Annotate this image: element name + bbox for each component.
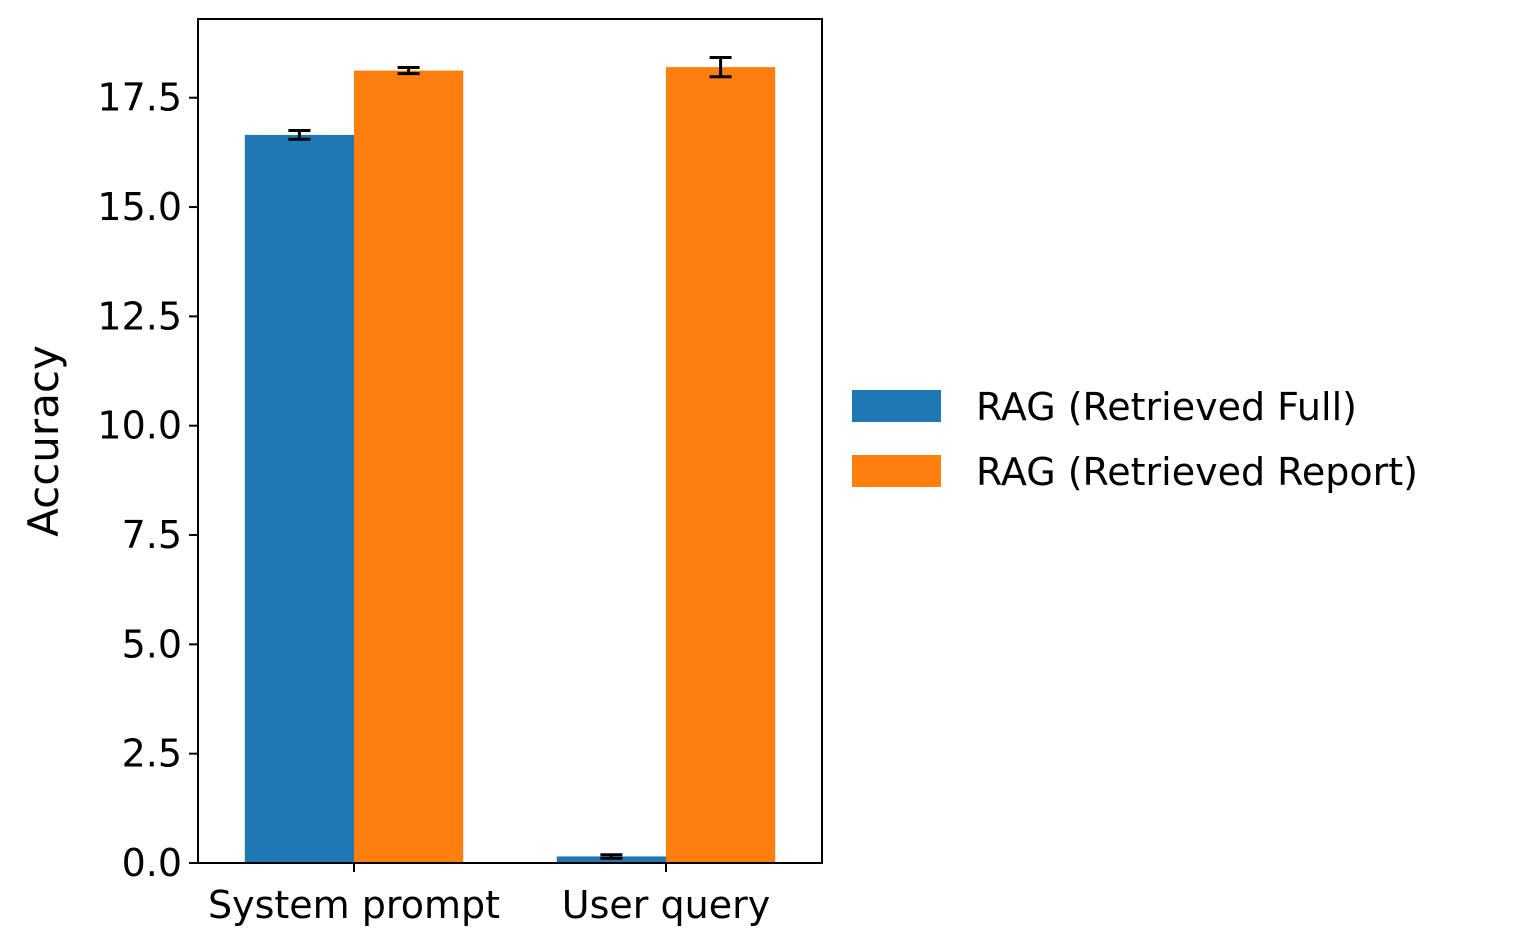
x-tick-label: User query [562,883,770,927]
y-tick-label: 15.0 [97,185,182,229]
y-axis-title: Accuracy [19,345,68,537]
x-tick-label: System prompt [208,883,500,927]
y-tick-label: 2.5 [122,732,182,776]
legend-label-2: RAG (Retrieved Report) [976,450,1418,494]
y-tick-label: 0.0 [122,841,182,885]
y-tick-label: 17.5 [97,76,182,120]
y-tick-label: 7.5 [122,513,182,557]
legend-swatch-1 [852,390,941,422]
bar-2-2 [666,67,775,863]
x-axis: System prompt User query [208,863,770,927]
y-axis: 0.0 2.5 5.0 7.5 10.0 12.5 15.0 17.5 [97,76,198,885]
bars-layer [245,67,775,863]
legend-swatch-2 [852,455,941,487]
y-tick-label: 12.5 [97,294,182,338]
bar-1-1 [245,135,354,863]
legend-label-1: RAG (Retrieved Full) [976,385,1357,429]
y-tick-label: 10.0 [97,404,182,448]
y-tick-label: 5.0 [122,622,182,666]
bar-2-1 [354,71,463,863]
legend: RAG (Retrieved Full) RAG (Retrieved Repor… [852,385,1418,494]
